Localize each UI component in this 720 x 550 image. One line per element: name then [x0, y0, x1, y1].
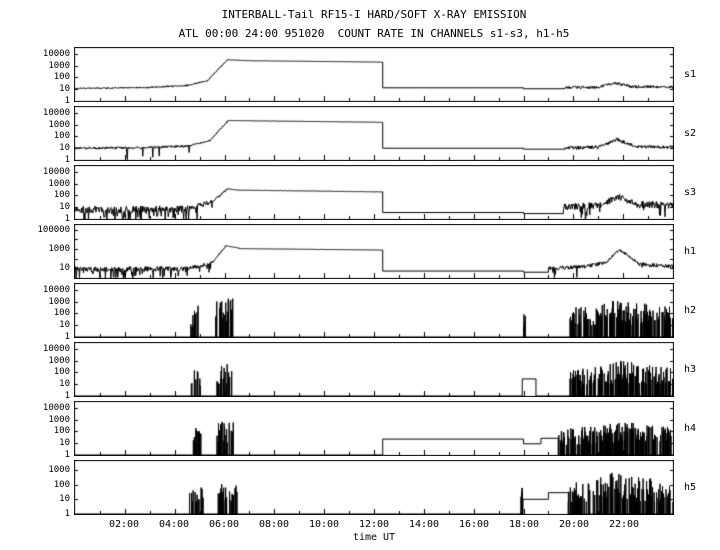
ytick-label-h3-100: 100	[53, 367, 70, 378]
ytick-label-h2-100: 100	[53, 308, 70, 319]
panel-plot-h2	[74, 283, 674, 338]
xtick-label-16:00: 16:00	[458, 519, 490, 530]
ytick-label-h4-100: 100	[53, 426, 70, 437]
ytick-label-h4-1: 1	[64, 450, 70, 460]
chart-title: INTERBALL-Tail RF15-I HARD/SOFT X-RAY EM…	[221, 8, 527, 21]
channel-label-h3: h3	[684, 363, 697, 375]
xtick-label-14:00: 14:00	[408, 519, 440, 530]
xtick-label-22:00: 22:00	[608, 519, 640, 530]
xtick-label-04:00: 04:00	[158, 519, 190, 530]
channel-label-s2: s2	[684, 127, 697, 139]
ytick-label-h5-10: 10	[59, 494, 70, 505]
xtick-label-02:00: 02:00	[108, 519, 140, 530]
ytick-label-h2-1000: 1000	[48, 296, 70, 307]
ytick-label-h3-10: 10	[59, 379, 70, 390]
ytick-label-s1-1: 1	[64, 96, 70, 106]
ytick-label-s3-100: 100	[53, 190, 70, 201]
ytick-label-s1-100: 100	[53, 72, 70, 83]
xtick-label-20:00: 20:00	[558, 519, 590, 530]
channel-label-s3: s3	[684, 186, 697, 198]
ytick-label-s2-1000: 1000	[48, 119, 70, 130]
channel-label-s1: s1	[684, 68, 697, 80]
ytick-label-s2-100: 100	[53, 131, 70, 142]
ytick-label-s1-10000: 10000	[42, 48, 70, 59]
ytick-label-h2-1: 1	[64, 332, 70, 342]
ytick-label-s2-1: 1	[64, 155, 70, 165]
xtick-label-12:00: 12:00	[358, 519, 390, 530]
ytick-label-h4-10: 10	[59, 438, 70, 449]
panel-plot-s2	[74, 106, 674, 161]
ytick-label-h2-10000: 10000	[42, 284, 70, 295]
xtick-label-18:00: 18:00	[508, 519, 540, 530]
panel-plot-h5	[74, 460, 674, 515]
xtick-label-08:00: 08:00	[258, 519, 290, 530]
ytick-label-h5-1: 1	[64, 509, 70, 519]
panel-plot-h3	[74, 342, 674, 397]
ytick-label-h1-10: 10	[59, 263, 70, 274]
channel-label-h5: h5	[684, 481, 697, 493]
channel-label-h4: h4	[684, 422, 697, 434]
ytick-label-h2-10: 10	[59, 320, 70, 331]
ytick-label-h1-1000: 1000	[48, 244, 70, 255]
ytick-label-s1-10: 10	[59, 84, 70, 95]
ytick-label-s3-1000: 1000	[48, 178, 70, 189]
ytick-label-s3-1: 1	[64, 214, 70, 224]
ytick-label-s2-10000: 10000	[42, 107, 70, 118]
ytick-label-s3-10: 10	[59, 202, 70, 213]
panel-plot-h1	[74, 224, 674, 279]
ytick-label-h3-1: 1	[64, 391, 70, 401]
panel-plot-s3	[74, 165, 674, 220]
ytick-label-h3-1000: 1000	[48, 355, 70, 366]
channel-label-h2: h2	[684, 304, 697, 316]
ytick-label-h5-1000: 1000	[48, 464, 70, 475]
panel-plot-h4	[74, 401, 674, 456]
ytick-label-h4-10000: 10000	[42, 402, 70, 413]
ytick-label-s3-10000: 10000	[42, 166, 70, 177]
ytick-label-h3-10000: 10000	[42, 343, 70, 354]
channel-label-h1: h1	[684, 245, 697, 257]
ytick-label-h4-1000: 1000	[48, 414, 70, 425]
chart-subtitle: ATL 00:00 24:00 951020 COUNT RATE IN CHA…	[178, 27, 570, 40]
ytick-label-s1-1000: 1000	[48, 60, 70, 71]
ytick-label-s2-10: 10	[59, 143, 70, 154]
xtick-label-06:00: 06:00	[208, 519, 240, 530]
x-axis-label: time UT	[352, 532, 396, 543]
panel-plot-s1	[74, 47, 674, 102]
ytick-label-h1-100000: 100000	[37, 224, 70, 235]
ytick-label-h5-100: 100	[53, 479, 70, 490]
xtick-label-10:00: 10:00	[308, 519, 340, 530]
